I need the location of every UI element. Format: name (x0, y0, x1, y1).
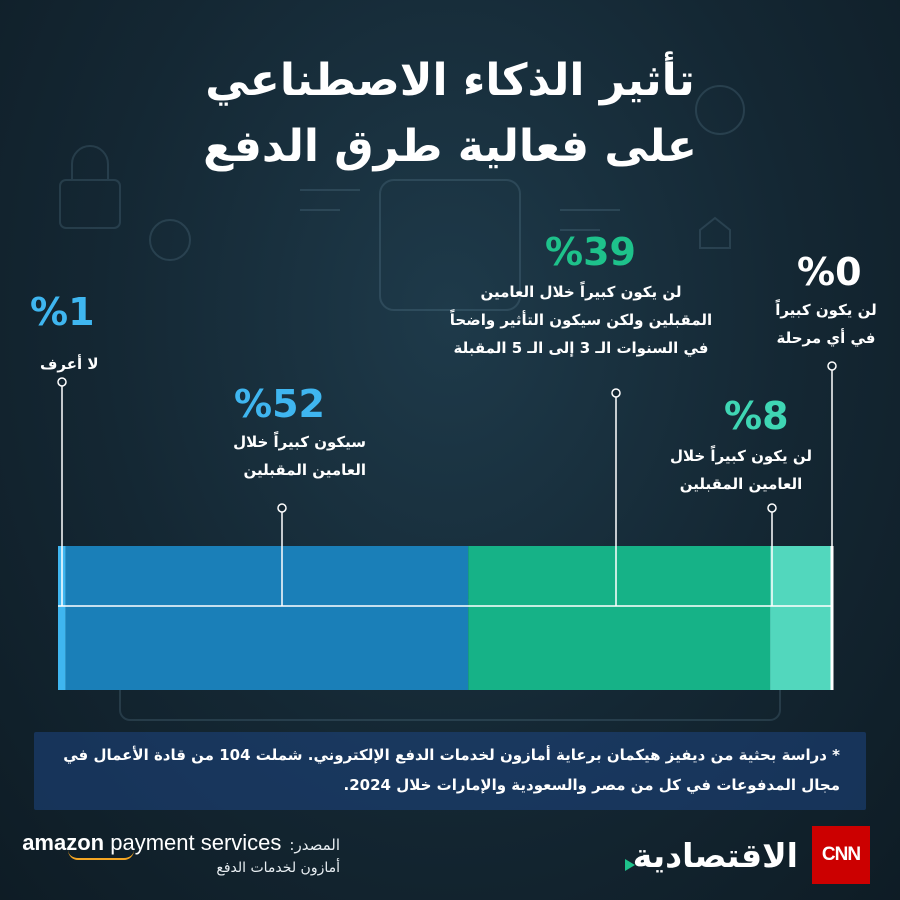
category-label-5-line-1: لن يكون كبيراً (775, 301, 877, 319)
category-label-2-line-2: العامين المقبلين (243, 461, 367, 479)
category-label-3-line-2: المقبلين ولكن سيكون التأثير واضحاً (449, 311, 713, 329)
category-label-5-line-2: في أي مرحلة (776, 329, 876, 347)
source-subtitle: أمازون لخدمات الدفع (216, 860, 340, 876)
category-label-1: لا أعرف (40, 350, 99, 378)
triangle-icon (624, 858, 635, 871)
value-label-3: %39 (545, 230, 636, 274)
study-note-box: * دراسة بحثية من ديفيز هيكمان برعاية أما… (34, 732, 866, 810)
category-label-3-line-3: في السنوات الـ 3 إلى الـ 5 المقبلة (453, 339, 709, 357)
value-label-5: %0 (797, 250, 862, 294)
amazon-payment-services-logo: amazon payment services (22, 830, 281, 856)
source-label: المصدر: (289, 836, 340, 854)
bar-segment-2 (65, 546, 469, 690)
bar-segment-1 (58, 546, 66, 690)
cnn-logo: CNN (812, 826, 870, 884)
value-label-4: %8 (724, 394, 789, 438)
leader-dot-4 (767, 503, 777, 513)
leader-dot-2 (277, 503, 287, 513)
aliqtisadiya-text: الاقتصادية (632, 835, 798, 875)
category-label-4: لن يكون كبيراً خلال العامين المقبلين (662, 442, 820, 498)
stacked-bar-plot (57, 361, 837, 690)
stacked-bar-chart: %1 لا أعرف %52 سيكون كبيراً خلال العامين الم… (30, 230, 882, 690)
value-label-1: %1 (30, 290, 95, 334)
study-note-text: * دراسة بحثية من ديفيز هيكمان برعاية أما… (63, 746, 840, 794)
category-label-4-line-1: لن يكون كبيراً خلال (669, 447, 813, 465)
publisher-logo: الاقتصادية CNN (624, 826, 870, 884)
leader-dot-1 (57, 377, 67, 387)
payment-services-wordmark: payment services (104, 830, 282, 855)
chart-title-line-1: تأثير الذكاء الاصطناعي (205, 55, 695, 106)
source-block: amazon payment services المصدر: أمازون ل… (22, 830, 352, 886)
bar-segment-3 (468, 546, 771, 690)
chart-title: تأثير الذكاء الاصطناعي على فعالية طرق ال… (0, 48, 900, 180)
category-label-5: لن يكون كبيراً في أي مرحلة (770, 296, 882, 352)
value-label-2: %52 (234, 382, 325, 426)
category-label-3: لن يكون كبيراً خلال العامين المقبلين ولكن… (440, 278, 722, 362)
category-label-2-line-1: سيكون كبيراً خلال (233, 433, 366, 451)
category-label-3-line-1: لن يكون كبيراً خلال العامين (480, 283, 682, 301)
category-label-4-line-2: العامين المقبلين (679, 475, 803, 493)
category-label-1-line-1: لا أعرف (40, 355, 99, 373)
leader-dot-5 (827, 361, 837, 371)
bar-segment-4 (770, 546, 832, 690)
leader-dot-3 (611, 388, 621, 398)
chart-title-line-2: على فعالية طرق الدفع (203, 121, 697, 172)
amazon-smile-icon (68, 850, 134, 860)
aliqtisadiya-wordmark: الاقتصادية (624, 835, 798, 875)
category-label-2: سيكون كبيراً خلال العامين المقبلين (216, 428, 366, 484)
